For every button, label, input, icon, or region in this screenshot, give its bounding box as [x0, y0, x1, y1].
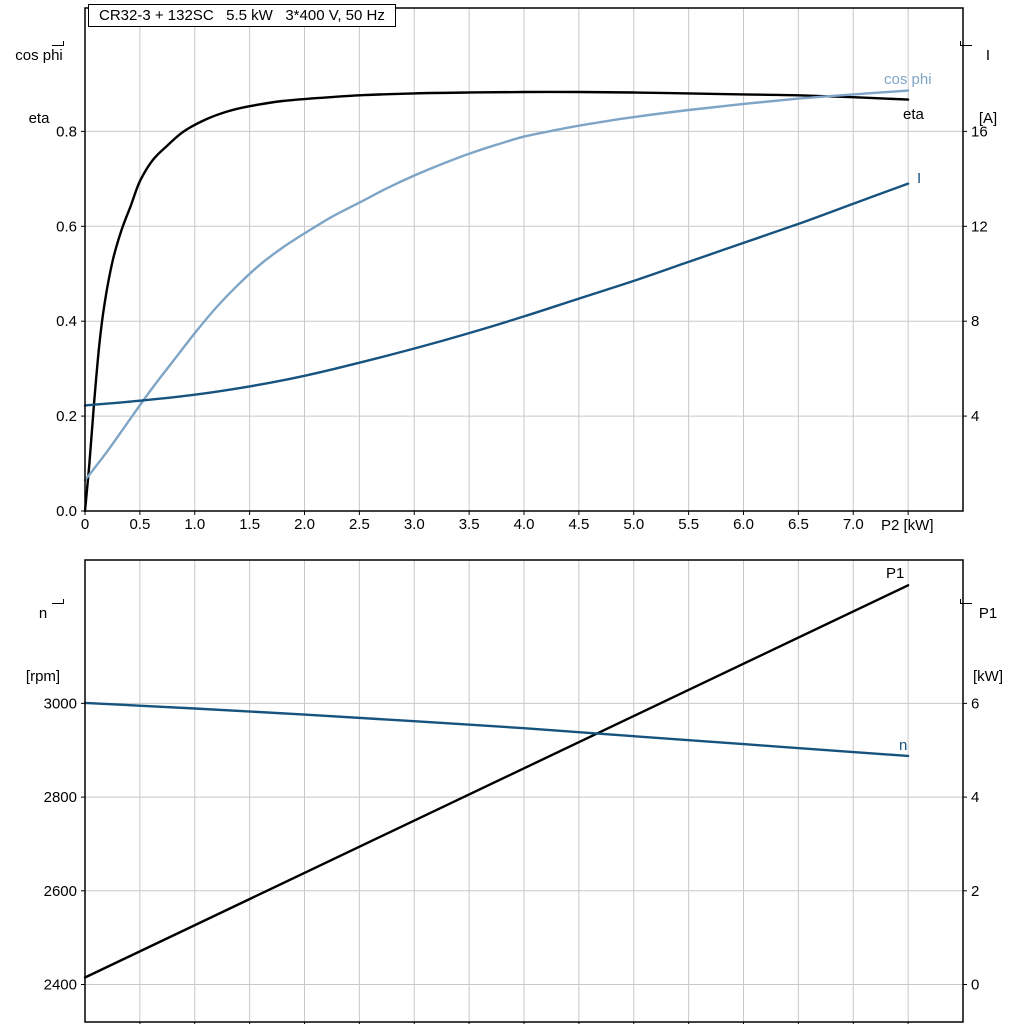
- speed-axis-unit: [rpm]: [25, 668, 61, 685]
- svg-text:16: 16: [971, 123, 988, 140]
- svg-text:2400: 2400: [44, 977, 77, 994]
- svg-text:0.5: 0.5: [129, 516, 150, 533]
- svg-text:0.6: 0.6: [56, 218, 77, 235]
- svg-text:4: 4: [971, 408, 979, 425]
- svg-text:5.5: 5.5: [678, 516, 699, 533]
- bottom-right-axis-label: P1 [kW]: [953, 561, 1023, 729]
- eta-axis-unit: eta: [28, 110, 50, 127]
- svg-text:8: 8: [971, 313, 979, 330]
- svg-text:1.0: 1.0: [184, 516, 205, 533]
- svg-text:3.0: 3.0: [404, 516, 425, 533]
- top-right-axis-label: I [A]: [953, 3, 1023, 171]
- svg-text:3000: 3000: [44, 695, 77, 712]
- svg-text:6: 6: [971, 695, 979, 712]
- axis-corner-mark: [960, 41, 972, 46]
- current-axis-symbol: I: [985, 47, 991, 64]
- svg-text:7.0: 7.0: [843, 516, 864, 533]
- svg-text:2: 2: [971, 883, 979, 900]
- top-chart-canvas: 0 0.5 1.0 1.5 2.0 2.5 3.0 3.5 4.0 4.5 5.0 5.5 6.0 6.5…: [56, 7, 988, 533]
- bottom-chart-canvas: 2400 2600 2800 3000 0 2 4 6: [44, 559, 979, 1024]
- svg-text:0: 0: [971, 977, 979, 994]
- svg-text:2600: 2600: [44, 883, 77, 900]
- p1-axis-symbol: P1: [978, 605, 998, 622]
- svg-text:5.0: 5.0: [623, 516, 644, 533]
- svg-text:3.5: 3.5: [459, 516, 480, 533]
- svg-text:0: 0: [81, 516, 89, 533]
- cos-phi-axis-unit: cos phi: [15, 47, 63, 64]
- svg-text:4: 4: [971, 789, 979, 806]
- svg-text:2.0: 2.0: [294, 516, 315, 533]
- current-curve-label: I: [917, 170, 922, 187]
- cos-phi-curve-label: cos phi: [884, 71, 932, 88]
- svg-text:0.4: 0.4: [56, 313, 77, 330]
- svg-text:12: 12: [971, 218, 988, 235]
- chart-title-box: CR32-3 + 132SC 5.5 kW 3*400 V, 50 Hz: [88, 4, 396, 27]
- top-left-axis-label: cos phi eta: [4, 3, 74, 171]
- svg-text:4.5: 4.5: [568, 516, 589, 533]
- axis-corner-mark: [52, 41, 64, 46]
- svg-text:6.5: 6.5: [788, 516, 809, 533]
- p1-curve-label: P1: [886, 565, 905, 582]
- current-axis-unit: [A]: [978, 110, 998, 127]
- svg-text:1.5: 1.5: [239, 516, 260, 533]
- svg-text:0.2: 0.2: [56, 408, 77, 425]
- svg-text:2.5: 2.5: [349, 516, 370, 533]
- eta-curve-label: eta: [903, 106, 924, 123]
- x-axis-label: P2 [kW]: [881, 517, 934, 534]
- svg-text:0.8: 0.8: [56, 123, 77, 140]
- axis-corner-mark: [52, 599, 64, 604]
- n-curve-label: n: [899, 737, 908, 754]
- speed-axis-symbol: n: [38, 605, 48, 622]
- axis-corner-mark: [960, 599, 972, 604]
- bottom-left-axis-label: n [rpm]: [8, 561, 78, 729]
- svg-text:4.0: 4.0: [514, 516, 535, 533]
- svg-text:2800: 2800: [44, 789, 77, 806]
- svg-text:6.0: 6.0: [733, 516, 754, 533]
- svg-text:0.0: 0.0: [56, 503, 77, 520]
- p1-axis-unit: [kW]: [973, 668, 1003, 685]
